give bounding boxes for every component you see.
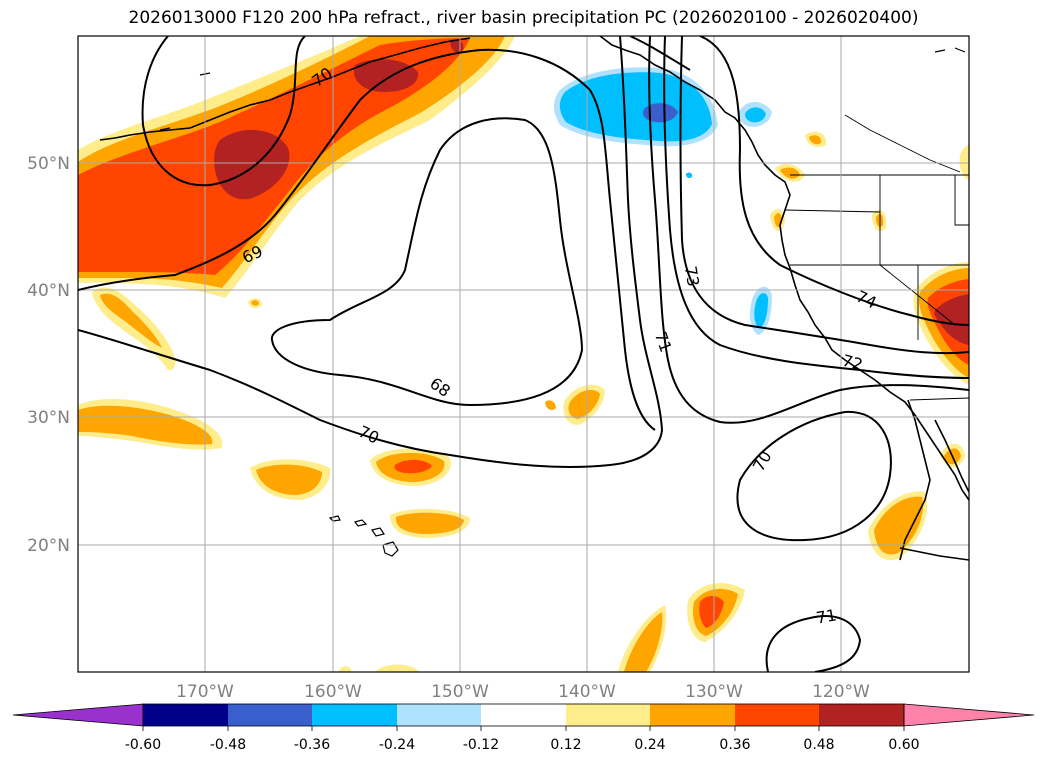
map-title: 2026013000 F120 200 hPa refract., river …: [128, 8, 919, 28]
positive-patch-california-core: [934, 294, 969, 345]
positive-patch-hawaii-core: [394, 459, 432, 474]
negative-core-gulf-of-alaska: [642, 103, 678, 123]
lon-label-160w: 160°W: [304, 682, 362, 702]
positive-patch-25n-inner: [256, 464, 322, 495]
colorbar-extend-high: [903, 703, 1035, 727]
coastlines: [99, 36, 969, 561]
latitude-labels: 50°N 40°N 30°N 20°N: [27, 154, 70, 556]
positive-core-2: [354, 59, 419, 92]
coastline-mexico: [899, 547, 969, 561]
colorbar-segment-4: [397, 704, 481, 726]
border-nevada: [879, 264, 956, 326]
island-hawaii-1: [328, 515, 341, 522]
positive-patch-hawaii-south-inner: [395, 512, 464, 534]
negative-patch-bc-coast-inner: [745, 107, 766, 123]
lon-label-120w: 120°W: [812, 682, 870, 702]
contour-74: [699, 36, 969, 326]
coastline-baja: [899, 399, 931, 561]
gridlines: [78, 36, 969, 672]
border-canada-inner: [844, 114, 961, 173]
contour-71: [648, 36, 969, 424]
contour-label-71-south: 71: [815, 605, 838, 627]
colorbar-label-1: -0.60: [125, 737, 161, 753]
positive-patch-30n-west-inner: [78, 405, 213, 445]
lat-label-40n: 40°N: [27, 281, 70, 301]
colorbar-frame: [142, 703, 905, 727]
positive-patch-36n-west-inner: [251, 300, 259, 306]
island-aleutian-3: [934, 49, 946, 53]
island-aleutian-2: [159, 127, 171, 131]
contour-73: [679, 36, 969, 355]
contour-71-south: [765, 615, 862, 672]
colorbar-segment-9: [819, 704, 904, 726]
colorbar-segment-7: [650, 704, 735, 726]
positive-core-1: [214, 129, 290, 200]
contour-68: [270, 117, 584, 407]
coastline-baja-east: [934, 419, 969, 493]
lat-label-30n: 30°N: [27, 408, 70, 428]
contour-70-south: [78, 36, 664, 468]
colorbar-segment-2: [228, 704, 312, 726]
colorbar-extend-low: [12, 703, 144, 727]
contour-72: [663, 36, 969, 379]
colorbar-label-2: -0.48: [210, 737, 246, 753]
positive-patch-canada-inner: [809, 135, 822, 145]
border-montana: [954, 175, 969, 226]
lat-label-50n: 50°N: [27, 154, 70, 174]
lat-label-20n: 20°N: [27, 536, 70, 556]
negative-dot-offshore: [686, 172, 693, 178]
contour-70-north: [141, 36, 306, 187]
island-hawaii-2: [353, 519, 368, 527]
island-aleutian-4: [954, 47, 966, 53]
coastline-alaska-peninsula: [99, 37, 471, 141]
positive-patch-140w-inner: [568, 389, 600, 419]
positive-dot-140w: [545, 400, 556, 410]
contour-74-inner: [629, 36, 691, 71]
colorbar-segment-8: [735, 704, 819, 726]
colorbar-segment-3: [312, 704, 397, 726]
contour-label-73: 73: [681, 265, 703, 288]
colorbar: -0.60 -0.48 -0.36 -0.24 -0.12 0.12 0.24 …: [12, 703, 1035, 753]
colorbar-label-10: 0.60: [888, 737, 919, 753]
positive-patch-south-edge-2: [375, 664, 420, 672]
plot-frame: [77, 35, 970, 673]
island-hawaii-4: [382, 541, 399, 557]
colorbar-segment-6: [566, 704, 650, 726]
colorbar-label-4: -0.24: [379, 737, 415, 753]
negative-patch-oregon-offshore-inner: [754, 293, 768, 328]
positive-patch-northwest-coast-inner: [780, 167, 800, 179]
colorbar-label-9: 0.48: [803, 737, 834, 753]
contour-label-72: 72: [840, 351, 865, 375]
island-hawaii-3: [371, 527, 385, 537]
contour-69: [78, 48, 656, 431]
positive-patch-southwest-coast-inner: [874, 496, 923, 555]
border-us-mexico: [909, 397, 969, 401]
lon-label-140w: 140°W: [558, 682, 616, 702]
colorbar-segment-1: [143, 704, 228, 726]
colorbar-label-7: 0.24: [634, 737, 665, 753]
positive-patch-15n-core: [699, 596, 724, 628]
longitude-labels: 170°W 160°W 150°W 140°W 130°W 120°W: [176, 682, 870, 702]
positive-patch-south-edge-3: [338, 666, 352, 672]
positive-patch-south-edge-inner: [624, 612, 663, 672]
contours: [78, 36, 969, 672]
lon-label-150w: 150°W: [431, 682, 489, 702]
borders: [784, 114, 969, 401]
positive-strip-west-inner: [100, 293, 162, 348]
colorbar-ticks: [142, 726, 905, 731]
islands: [159, 47, 966, 557]
colorbar-label-3: -0.36: [294, 737, 330, 753]
contour-70-southeast: [736, 410, 892, 542]
lon-label-170w: 170°W: [176, 682, 234, 702]
negative-patch-gulf-of-alaska-inner: [559, 72, 712, 142]
colorbar-label-6: 0.12: [550, 737, 581, 753]
lon-label-130w: 130°W: [685, 682, 743, 702]
colorbar-segment-5: [481, 704, 566, 726]
colorbar-label-8: 0.36: [719, 737, 750, 753]
colorbar-label-5: -0.12: [463, 737, 499, 753]
coastline-alaska-mainland: [599, 36, 969, 501]
